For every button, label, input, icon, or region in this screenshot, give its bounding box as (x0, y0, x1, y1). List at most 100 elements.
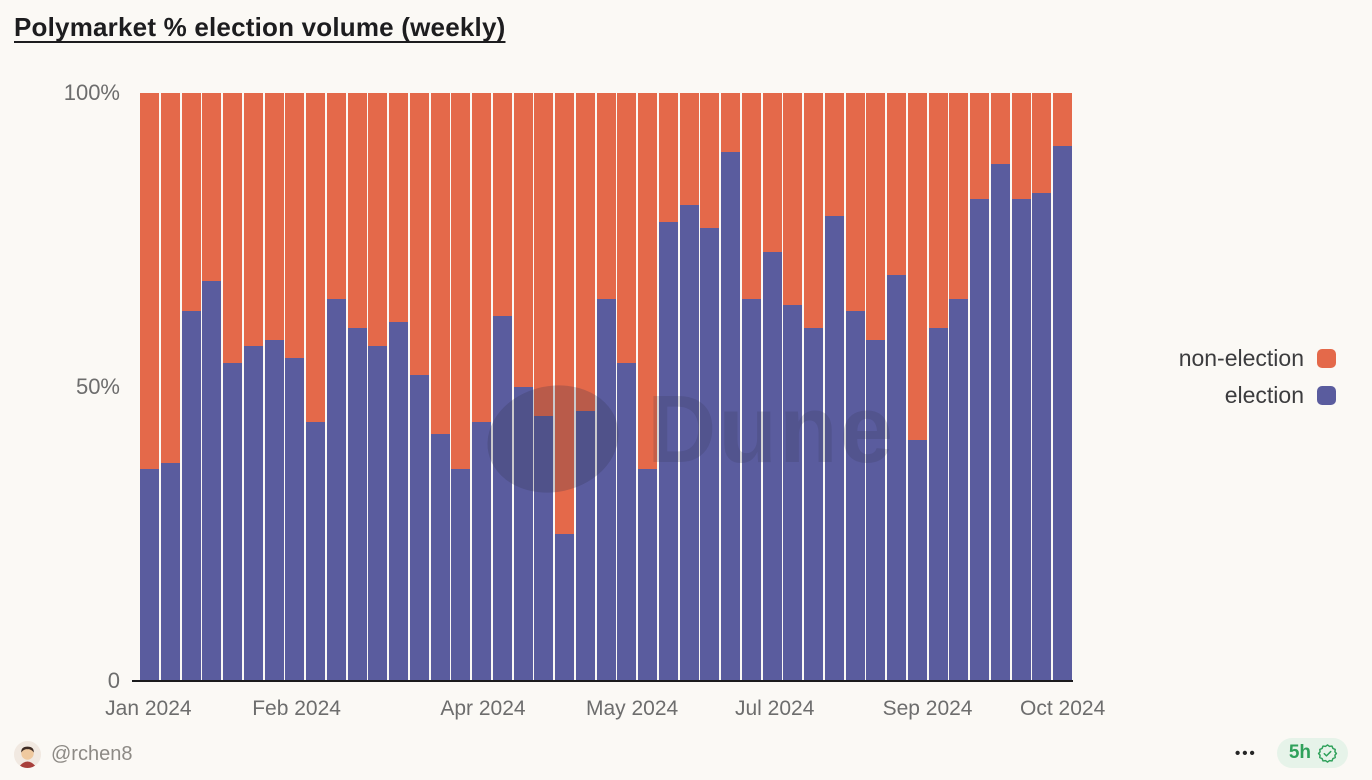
segment-election[interactable] (970, 198, 990, 681)
segment-election[interactable] (783, 304, 803, 681)
chart-title[interactable]: Polymarket % election volume (weekly) (14, 12, 506, 42)
stacked-bar[interactable] (907, 93, 927, 681)
stacked-bar[interactable] (596, 93, 616, 681)
segment-election[interactable] (306, 422, 326, 681)
segment-non-election[interactable] (306, 93, 326, 423)
segment-non-election[interactable] (409, 93, 429, 376)
segment-election[interactable] (617, 363, 637, 681)
stacked-bar[interactable] (306, 93, 326, 681)
stacked-bar[interactable] (575, 93, 595, 681)
stacked-bar[interactable] (223, 93, 243, 681)
segment-election[interactable] (596, 298, 616, 681)
segment-election[interactable] (534, 416, 554, 681)
stacked-bar[interactable] (949, 93, 969, 681)
freshness-badge[interactable]: 5h (1276, 738, 1348, 768)
segment-non-election[interactable] (1053, 93, 1073, 146)
segment-non-election[interactable] (907, 93, 927, 440)
segment-election[interactable] (409, 375, 429, 681)
segment-non-election[interactable] (555, 93, 575, 534)
segment-election[interactable] (285, 357, 305, 681)
segment-non-election[interactable] (990, 93, 1010, 164)
segment-non-election[interactable] (804, 93, 824, 329)
segment-election[interactable] (472, 422, 492, 681)
segment-non-election[interactable] (264, 93, 284, 340)
segment-non-election[interactable] (575, 93, 595, 411)
stacked-bar[interactable] (617, 93, 637, 681)
stacked-bar[interactable] (1032, 93, 1052, 681)
stacked-bar[interactable] (472, 93, 492, 681)
segment-non-election[interactable] (202, 93, 222, 282)
stacked-bar[interactable] (887, 93, 907, 681)
segment-non-election[interactable] (949, 93, 969, 299)
segment-non-election[interactable] (866, 93, 886, 340)
segment-election[interactable] (140, 469, 160, 681)
stacked-bar[interactable] (679, 93, 699, 681)
segment-election[interactable] (679, 204, 699, 681)
stacked-bar[interactable] (202, 93, 222, 681)
segment-non-election[interactable] (617, 93, 637, 364)
segment-non-election[interactable] (679, 93, 699, 205)
stacked-bar[interactable] (243, 93, 263, 681)
segment-non-election[interactable] (347, 93, 367, 329)
segment-non-election[interactable] (1011, 93, 1031, 199)
segment-non-election[interactable] (970, 93, 990, 199)
segment-election[interactable] (368, 345, 388, 681)
segment-election[interactable] (513, 387, 533, 681)
segment-election[interactable] (658, 222, 678, 681)
stacked-bar[interactable] (326, 93, 346, 681)
stacked-bar[interactable] (638, 93, 658, 681)
segment-election[interactable] (804, 328, 824, 681)
segment-non-election[interactable] (223, 93, 243, 364)
segment-non-election[interactable] (430, 93, 450, 435)
legend-item-election[interactable]: election (1179, 382, 1336, 409)
author-account[interactable]: @rchen8 (14, 741, 132, 768)
segment-election[interactable] (555, 534, 575, 681)
segment-election[interactable] (575, 410, 595, 681)
segment-election[interactable] (721, 151, 741, 681)
segment-election[interactable] (430, 434, 450, 681)
stacked-bar[interactable] (492, 93, 512, 681)
stacked-bar[interactable] (347, 93, 367, 681)
segment-non-election[interactable] (285, 93, 305, 358)
stacked-bar[interactable] (181, 93, 201, 681)
segment-election[interactable] (949, 298, 969, 681)
segment-non-election[interactable] (928, 93, 948, 329)
segment-election[interactable] (866, 339, 886, 681)
segment-non-election[interactable] (845, 93, 865, 311)
segment-election[interactable] (887, 275, 907, 681)
stacked-bar[interactable] (824, 93, 844, 681)
segment-non-election[interactable] (700, 93, 720, 229)
segment-non-election[interactable] (887, 93, 907, 276)
stacked-bar[interactable] (140, 93, 160, 681)
stacked-bar[interactable] (534, 93, 554, 681)
segment-non-election[interactable] (326, 93, 346, 299)
stacked-bar[interactable] (741, 93, 761, 681)
stacked-bar[interactable] (513, 93, 533, 681)
stacked-bar[interactable] (783, 93, 803, 681)
segment-election[interactable] (824, 216, 844, 681)
stacked-bar[interactable] (160, 93, 180, 681)
segment-election[interactable] (845, 310, 865, 681)
segment-election[interactable] (638, 469, 658, 681)
segment-election[interactable] (181, 310, 201, 681)
stacked-bar[interactable] (721, 93, 741, 681)
segment-non-election[interactable] (824, 93, 844, 217)
segment-election[interactable] (762, 251, 782, 681)
segment-election[interactable] (243, 345, 263, 681)
segment-non-election[interactable] (721, 93, 741, 152)
segment-election[interactable] (741, 298, 761, 681)
stacked-bar[interactable] (928, 93, 948, 681)
segment-non-election[interactable] (243, 93, 263, 346)
segment-election[interactable] (347, 328, 367, 681)
segment-non-election[interactable] (596, 93, 616, 299)
segment-non-election[interactable] (472, 93, 492, 423)
segment-election[interactable] (492, 316, 512, 681)
stacked-bar[interactable] (1053, 93, 1073, 681)
segment-election[interactable] (907, 439, 927, 681)
legend-item-non-election[interactable]: non-election (1179, 345, 1336, 372)
segment-non-election[interactable] (368, 93, 388, 346)
stacked-bar[interactable] (368, 93, 388, 681)
segment-election[interactable] (264, 339, 284, 681)
segment-election[interactable] (389, 322, 409, 681)
stacked-bar[interactable] (762, 93, 782, 681)
